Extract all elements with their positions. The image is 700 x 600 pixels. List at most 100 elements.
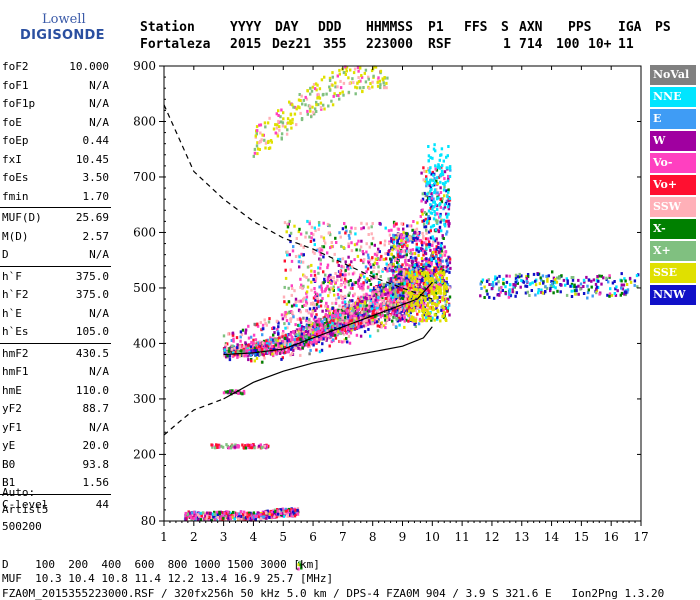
echo-point	[371, 80, 374, 84]
echo-point	[444, 317, 447, 321]
echo-point	[281, 356, 284, 360]
echo-point	[347, 242, 350, 246]
echo-point	[221, 512, 224, 516]
echo-point	[317, 227, 320, 231]
echo-point	[349, 68, 352, 72]
echo-point	[429, 203, 432, 207]
echo-point	[398, 309, 401, 313]
echo-point	[233, 346, 236, 350]
echo-point	[319, 101, 323, 105]
echo-point	[416, 266, 419, 270]
echo-point	[384, 297, 387, 301]
header-label-5: P1	[428, 20, 444, 35]
echo-point	[231, 510, 235, 514]
echo-point	[316, 96, 319, 100]
echo-point	[315, 302, 319, 306]
echo-point	[328, 344, 331, 348]
echo-point	[252, 333, 256, 337]
echo-point	[411, 263, 414, 267]
echo-point	[376, 80, 379, 84]
echo-point	[426, 192, 429, 196]
echo-point	[442, 306, 446, 310]
echo-point	[331, 259, 335, 263]
echo-point	[363, 330, 367, 334]
echo-point	[437, 250, 441, 254]
echo-point	[423, 211, 427, 214]
header-label-2: DAY	[275, 20, 299, 35]
echo-point	[357, 69, 360, 73]
echo-point	[246, 511, 249, 515]
echo-point	[338, 91, 342, 95]
echo-point	[298, 265, 301, 269]
param-label: hmE	[2, 383, 22, 397]
echo-point	[448, 175, 452, 178]
echo-point	[396, 261, 399, 265]
echo-point	[235, 336, 239, 340]
echo-point	[302, 332, 305, 335]
echo-point	[297, 323, 300, 327]
echo-point	[215, 513, 218, 517]
echo-point	[293, 303, 296, 307]
echo-point	[272, 333, 275, 337]
echo-point	[288, 513, 291, 517]
echo-point	[270, 513, 274, 517]
echo-point	[393, 292, 396, 296]
echo-point	[252, 154, 255, 158]
echo-point	[448, 167, 452, 171]
echo-point	[271, 509, 275, 513]
echo-point	[292, 315, 295, 319]
echo-point	[277, 321, 280, 325]
echo-point	[211, 512, 214, 516]
echo-point	[334, 236, 337, 240]
echo-point	[289, 231, 293, 235]
echo-point	[447, 207, 451, 211]
echo-point	[433, 283, 436, 287]
echo-point	[190, 516, 193, 520]
echo-point	[196, 513, 200, 517]
echo-point	[255, 514, 259, 518]
echo-point	[434, 288, 438, 292]
echo-point	[442, 281, 445, 285]
echo-point	[257, 341, 260, 345]
echo-point	[289, 119, 292, 123]
echo-point	[274, 513, 278, 516]
echo-point	[426, 309, 429, 313]
param-row: fmin 1.70	[0, 188, 111, 207]
echo-point	[333, 293, 336, 297]
echo-point	[375, 299, 379, 303]
echo-point	[368, 86, 371, 90]
echo-point	[380, 284, 383, 288]
echo-point	[276, 328, 279, 331]
echo-point	[296, 317, 299, 321]
param-value: 105.0	[75, 325, 109, 338]
echo-point	[280, 346, 283, 350]
echo-point	[430, 172, 433, 176]
echo-point	[354, 226, 357, 230]
echo-point	[443, 205, 447, 209]
echo-point	[308, 352, 311, 356]
echo-point	[359, 334, 363, 338]
header-value-10: 11	[618, 37, 634, 52]
echo-point	[305, 335, 308, 339]
echo-point	[399, 308, 403, 312]
echo-point	[395, 222, 398, 226]
echo-point	[422, 178, 425, 182]
echo-point	[236, 343, 239, 347]
echo-point	[305, 295, 309, 299]
echo-point	[432, 205, 436, 209]
echo-point	[343, 321, 346, 325]
echo-point	[379, 241, 382, 245]
echo-point	[316, 298, 320, 302]
echo-point	[309, 302, 313, 306]
echo-point	[322, 330, 325, 333]
echo-point	[339, 271, 342, 275]
echo-point	[257, 347, 261, 351]
echo-point	[424, 291, 427, 295]
echo-point	[423, 302, 426, 306]
param-value: 430.5	[75, 346, 109, 360]
echo-point	[342, 265, 346, 269]
echo-point	[363, 300, 367, 304]
echo-point	[270, 140, 273, 144]
echo-point	[382, 285, 385, 289]
echo-point	[285, 132, 289, 136]
